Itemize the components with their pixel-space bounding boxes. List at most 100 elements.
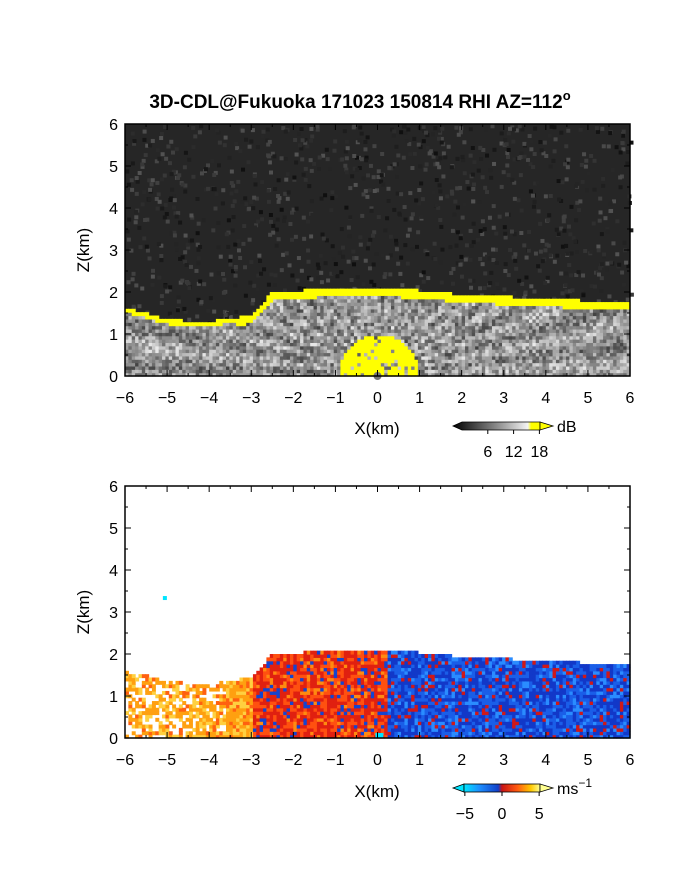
noise-cell [238, 149, 243, 154]
noise-cell [487, 283, 492, 288]
backscatter-cell [428, 302, 432, 307]
backscatter-cell [202, 345, 207, 350]
backscatter-cell [545, 318, 550, 323]
backscatter-cell [535, 369, 540, 374]
velocity-cell [178, 717, 183, 722]
backscatter-cell [562, 332, 567, 337]
backscatter-cell [283, 308, 288, 313]
backscatter-cell [239, 315, 244, 320]
backscatter-cell [491, 318, 496, 323]
velocity-cell [138, 690, 143, 695]
backscatter-cell [162, 318, 166, 323]
backscatter-cell [576, 345, 581, 350]
backscatter-cell [525, 308, 530, 313]
velocity-cell [232, 727, 237, 732]
backscatter-cell [313, 355, 318, 360]
noise-cell [355, 155, 360, 160]
backscatter-cell [337, 339, 342, 343]
backscatter-cell [441, 298, 446, 303]
velocity-cell [249, 721, 254, 726]
backscatter-cell [569, 345, 574, 350]
backscatter-cell [586, 349, 591, 354]
backscatter-cell [165, 339, 170, 343]
backscatter-cell [293, 342, 298, 347]
backscatter-cell [289, 372, 294, 377]
backscatter-cell [518, 298, 523, 303]
backscatter-cell [199, 339, 204, 343]
backscatter-cell [367, 359, 372, 364]
backscatter-cell [370, 315, 375, 320]
backscatter-cell [289, 359, 294, 364]
backscatter-cell [465, 305, 469, 310]
noise-cell [149, 182, 154, 187]
backscatter-cell [417, 328, 422, 333]
noise-cell [214, 192, 219, 197]
backscatter-cell [616, 318, 621, 323]
backscatter-cell [313, 339, 318, 343]
backscatter-cell [488, 302, 493, 307]
backscatter-cell [226, 349, 230, 354]
noise-cell [360, 213, 365, 218]
velocity-cell [131, 680, 136, 685]
backscatter-cell [327, 295, 331, 300]
noise-cell [506, 273, 511, 278]
backscatter-cell [572, 315, 577, 320]
backscatter-cell [539, 342, 544, 347]
backscatter-cell [162, 335, 166, 340]
backscatter-cell [256, 352, 261, 357]
backscatter-cell [310, 359, 315, 364]
backscatter-cell [148, 325, 153, 330]
backscatter-cell [306, 292, 311, 296]
backscatter-cell [199, 352, 204, 357]
backscatter-cell [374, 325, 379, 330]
backscatter-cell [350, 295, 355, 300]
noise-cell [522, 141, 527, 146]
backscatter-cell [562, 349, 567, 354]
backscatter-cell [606, 315, 611, 320]
backscatter-cell [475, 305, 480, 310]
backscatter-cell [394, 359, 399, 364]
velocity-cell [168, 680, 173, 685]
backscatter-cell [172, 328, 177, 333]
backscatter-cell [188, 362, 193, 367]
backscatter-cell [606, 362, 611, 367]
backscatter-cell [337, 288, 342, 293]
velocity-cell [158, 697, 163, 702]
backscatter-cell [148, 335, 153, 340]
backscatter-cell [263, 332, 267, 337]
backscatter-cell [582, 372, 587, 377]
backscatter-cell [414, 315, 419, 320]
noise-cell [424, 130, 429, 135]
backscatter-cell [380, 325, 385, 330]
backscatter-cell [296, 359, 301, 364]
noise-cell [391, 133, 396, 138]
backscatter-cell [404, 328, 409, 333]
velocity-cell [162, 707, 166, 712]
backscatter-cell [512, 298, 517, 303]
velocity-cell [239, 734, 244, 739]
backscatter-cell [424, 298, 429, 303]
backscatter-cell [168, 345, 173, 350]
noise-cell [615, 252, 620, 257]
velocity-cell [215, 717, 220, 722]
backscatter-cell [626, 305, 631, 310]
velocity-cell [219, 684, 224, 689]
backscatter-cell [525, 355, 530, 360]
backscatter-cell [192, 345, 197, 350]
backscatter-cell [566, 308, 570, 313]
backscatter-cell [330, 355, 335, 360]
velocity-cell [168, 731, 173, 736]
backscatter-cell [337, 328, 342, 333]
backscatter-cell [599, 332, 604, 337]
backscatter-cell [279, 335, 284, 340]
backscatter-cell [384, 372, 389, 377]
backscatter-cell [263, 318, 267, 323]
backscatter-cell [320, 315, 325, 320]
backscatter-cell [448, 335, 453, 340]
noise-cell [544, 153, 549, 158]
backscatter-cell [444, 332, 449, 337]
backscatter-cell [596, 318, 601, 323]
backscatter-cell [296, 372, 301, 377]
backscatter-cell [293, 349, 298, 354]
noise-cell [574, 273, 579, 278]
